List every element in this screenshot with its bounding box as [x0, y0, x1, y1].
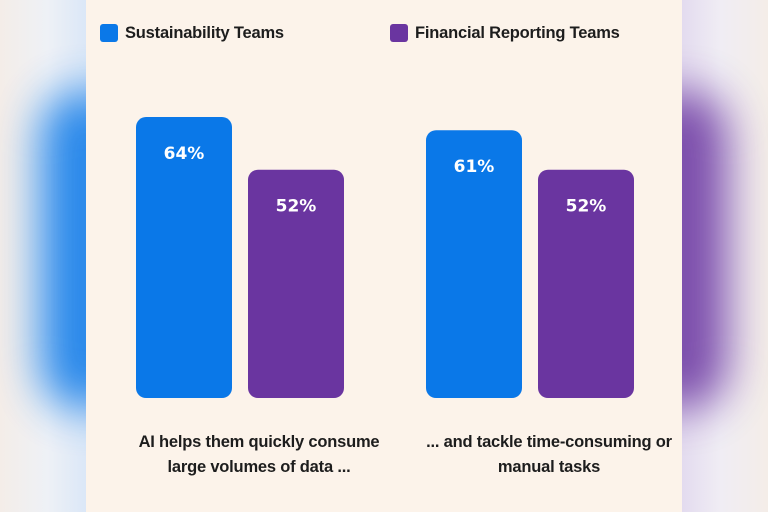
bar-value-label-financial-reporting-tasks: 52% — [566, 197, 607, 217]
purple-glow — [682, 90, 728, 410]
bar-value-label-sustainability-tasks: 61% — [454, 157, 495, 177]
legend-item-sustainability: Sustainability Teams — [100, 20, 284, 46]
bar-sustainability-tasks — [426, 130, 522, 398]
category-caption-tasks: ... and tackle time-consuming or manual … — [426, 433, 672, 476]
bar-financial-reporting-data — [248, 169, 344, 398]
legend-item-financial-reporting: Financial Reporting Teams — [390, 20, 620, 46]
category-caption-data: AI helps them quickly consume large volu… — [138, 433, 380, 476]
legend: Sustainability Teams Financial Reporting… — [86, 20, 682, 46]
bar-financial-reporting-tasks — [538, 169, 634, 398]
bar-chart: 64% 52% 61% 52% — [136, 117, 634, 398]
legend-label-financial-reporting: Financial Reporting Teams — [415, 23, 620, 42]
chart-panel: Sustainability Teams Financial Reporting… — [86, 0, 682, 512]
background-left — [0, 0, 86, 512]
background-right — [682, 0, 768, 512]
legend-swatch-financial-reporting — [390, 24, 408, 42]
blue-glow — [40, 90, 86, 410]
legend-swatch-sustainability — [100, 24, 118, 42]
bar-value-label-sustainability-data: 64% — [164, 144, 205, 164]
legend-label-sustainability: Sustainability Teams — [125, 23, 284, 42]
bar-value-label-financial-reporting-data: 52% — [276, 197, 317, 217]
bar-sustainability-data — [136, 117, 232, 398]
